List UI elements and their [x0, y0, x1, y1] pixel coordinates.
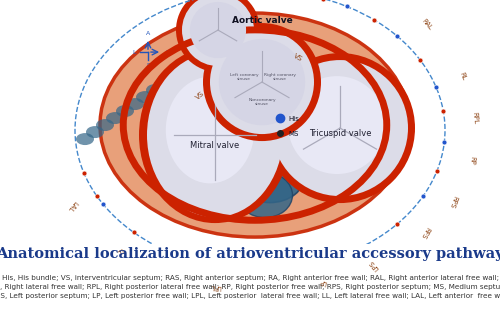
Ellipse shape [116, 105, 134, 117]
Circle shape [182, 0, 254, 66]
Ellipse shape [96, 119, 114, 131]
Text: R: R [165, 49, 169, 54]
Circle shape [265, 53, 415, 203]
Text: RL: RL [458, 72, 467, 81]
Circle shape [203, 23, 321, 141]
Text: L: L [133, 49, 136, 54]
Text: LPS: LPS [368, 258, 380, 271]
Ellipse shape [136, 91, 154, 103]
Text: LL: LL [114, 246, 124, 254]
Circle shape [288, 76, 386, 174]
Text: P: P [146, 63, 150, 68]
Text: LPL: LPL [210, 283, 222, 290]
Ellipse shape [86, 126, 104, 138]
Circle shape [272, 60, 408, 196]
Circle shape [190, 2, 246, 58]
Text: RP: RP [468, 156, 475, 165]
Text: Mitral valve: Mitral valve [190, 141, 240, 150]
Circle shape [210, 30, 314, 134]
Ellipse shape [146, 84, 164, 96]
Ellipse shape [100, 13, 410, 237]
Ellipse shape [238, 172, 292, 218]
Text: A: A [146, 31, 150, 36]
Circle shape [176, 0, 260, 72]
Text: Aortic valve: Aortic valve [232, 16, 292, 24]
Ellipse shape [235, 147, 305, 203]
Text: RPS: RPS [448, 194, 458, 208]
Text: Left coronary
sinuse: Left coronary sinuse [230, 73, 258, 81]
Ellipse shape [166, 77, 254, 183]
Text: His: His [288, 116, 299, 122]
Circle shape [219, 39, 305, 125]
Text: Right coronary
sinuse: Right coronary sinuse [264, 73, 296, 81]
Text: LP: LP [318, 277, 328, 285]
Text: MS: MS [288, 131, 298, 137]
Text: Noncoronary
sinuse: Noncoronary sinuse [248, 98, 276, 106]
Ellipse shape [126, 98, 144, 110]
Ellipse shape [76, 133, 94, 145]
Text: Anatomical localization of atrioventricular accessory pathway: Anatomical localization of atrioventricu… [0, 247, 500, 261]
Ellipse shape [147, 53, 283, 217]
Text: VS: VS [292, 52, 304, 62]
Ellipse shape [139, 47, 291, 223]
Text: His, His bundle; VS, interventricular septum; RAS, Right anterior septum; RA, Ri: His, His bundle; VS, interventricular se… [0, 275, 500, 300]
Text: RAL: RAL [420, 18, 433, 31]
Text: RFS: RFS [420, 226, 431, 239]
Text: Tricuspid valve: Tricuspid valve [309, 129, 371, 138]
Text: RPL: RPL [471, 112, 478, 125]
Text: LAL: LAL [66, 199, 78, 212]
Ellipse shape [106, 112, 124, 124]
Text: VS: VS [194, 90, 205, 100]
